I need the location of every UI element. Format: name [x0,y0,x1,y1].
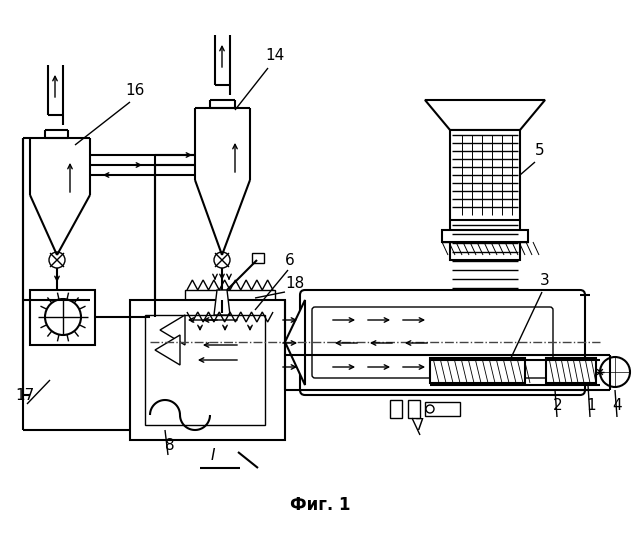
Text: 4: 4 [612,398,621,413]
Polygon shape [214,290,230,315]
Text: 14: 14 [265,48,284,63]
FancyBboxPatch shape [408,400,420,418]
Circle shape [49,252,65,268]
Circle shape [214,252,230,268]
Text: 16: 16 [125,83,145,98]
Circle shape [600,357,630,387]
FancyBboxPatch shape [185,290,275,312]
FancyBboxPatch shape [430,358,525,383]
FancyBboxPatch shape [252,253,264,263]
FancyBboxPatch shape [442,230,528,242]
Text: 17: 17 [15,388,35,403]
FancyBboxPatch shape [300,290,585,395]
FancyBboxPatch shape [145,315,265,425]
FancyBboxPatch shape [425,402,460,416]
Text: 7: 7 [415,418,424,433]
FancyBboxPatch shape [546,358,596,383]
Text: 2: 2 [553,398,563,413]
Polygon shape [285,300,305,385]
Text: Фиг. 1: Фиг. 1 [290,496,350,514]
Polygon shape [425,100,545,130]
Text: 3: 3 [540,273,550,288]
Circle shape [45,299,81,335]
Text: 6: 6 [285,253,295,268]
FancyBboxPatch shape [30,290,95,345]
FancyBboxPatch shape [312,307,553,378]
Polygon shape [155,335,180,365]
Text: 8: 8 [165,438,175,453]
FancyBboxPatch shape [390,400,402,418]
Text: 5: 5 [535,143,545,158]
FancyBboxPatch shape [450,130,520,260]
Text: $\it{I}$: $\it{I}$ [210,447,216,463]
Text: 1: 1 [586,398,596,413]
FancyBboxPatch shape [130,300,285,440]
Text: 18: 18 [285,276,304,291]
Circle shape [426,405,434,413]
Polygon shape [160,315,185,345]
